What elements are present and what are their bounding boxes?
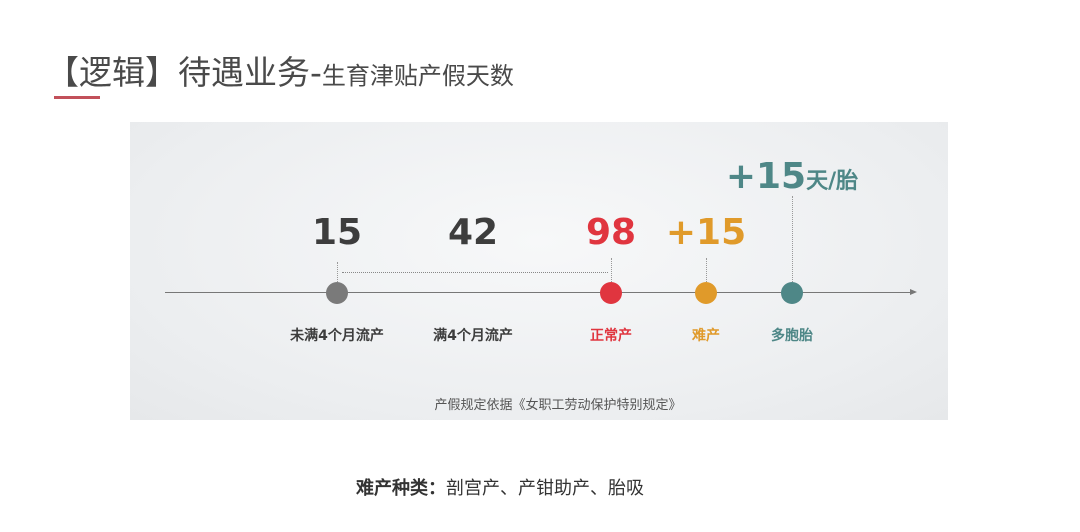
multi-number: +15 [725, 156, 807, 197]
label-difficult: 难产 [692, 328, 720, 344]
label-normal: 正常产 [590, 328, 632, 344]
footer-note: 难产种类：剖宫产、产钳助产、胎吸 [356, 474, 644, 500]
dot-gray [326, 282, 348, 304]
timeline-panel [130, 122, 948, 420]
connector [611, 258, 612, 282]
dot-orange [695, 282, 717, 304]
connector [706, 258, 707, 282]
range-dotted-line [342, 272, 608, 273]
timeline-axis [165, 292, 913, 293]
days-4-months: 42 [447, 212, 499, 253]
days-normal: 98 [585, 212, 637, 253]
title-main: 【逻辑】待遇业务- [46, 53, 322, 92]
label-4-months: 满4个月流产 [433, 328, 513, 344]
label-multiple: 多胞胎 [771, 328, 813, 344]
citation: 产假规定依据《女职工劳动保护特别规定》 [434, 398, 682, 413]
days-multiple: +15天/胎 [726, 156, 858, 197]
dot-red [600, 282, 622, 304]
days-under-4-months: 15 [311, 212, 363, 253]
connector [792, 196, 793, 282]
label-under-4-months: 未满4个月流产 [290, 328, 384, 344]
footer-value: 剖宫产、产钳助产、胎吸 [446, 478, 644, 499]
connector [337, 262, 338, 282]
dot-teal [781, 282, 803, 304]
page-title: 【逻辑】待遇业务-生育津贴产假天数 [46, 46, 514, 94]
axis-arrow-icon [910, 289, 917, 295]
title-underline [54, 96, 100, 99]
title-sub: 生育津贴产假天数 [321, 62, 514, 90]
footer-label: 难产种类： [356, 478, 446, 499]
days-difficult: +15 [665, 212, 747, 253]
multi-unit: 天/胎 [806, 169, 859, 194]
